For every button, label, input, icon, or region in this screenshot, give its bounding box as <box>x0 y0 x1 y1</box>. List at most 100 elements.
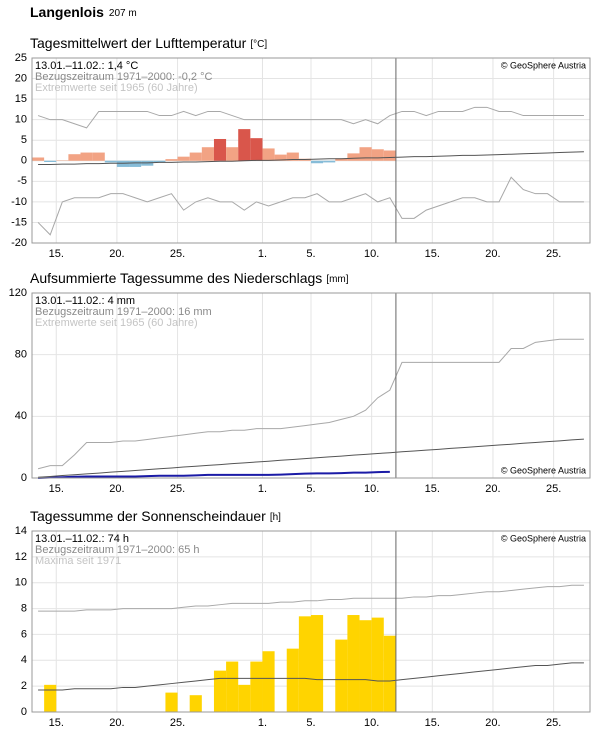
bar <box>238 684 251 712</box>
x-tick-label: 1. <box>258 248 267 260</box>
x-tick-label: 5. <box>306 717 315 729</box>
bar <box>201 147 214 161</box>
y-tick-label: 4 <box>21 654 27 666</box>
x-tick-label: 15. <box>49 717 64 729</box>
x-tick-label: 20. <box>485 717 500 729</box>
y-tick-label: 14 <box>15 525 27 537</box>
bar <box>383 150 396 161</box>
bar <box>129 160 142 167</box>
y-tick-label: 5 <box>21 134 27 146</box>
chart-unit: [h] <box>270 512 281 523</box>
chart: Aufsummierte Tagessumme des Niederschlag… <box>9 270 591 495</box>
chart-unit: [mm] <box>326 274 348 285</box>
bar <box>165 159 178 161</box>
chart-title: Tagessumme der Sonnenscheindauer [h] <box>30 508 281 524</box>
line <box>38 584 584 612</box>
y-tick-label: -10 <box>11 196 27 208</box>
x-tick-label: 25. <box>170 717 185 729</box>
station-elevation: 207 m <box>109 8 137 19</box>
y-tick-label: 6 <box>21 628 27 640</box>
bar <box>298 616 311 712</box>
y-tick-label: 20 <box>15 72 27 84</box>
line <box>37 176 584 236</box>
info-text: Extremwerte seit 1965 (60 Jahre) <box>35 82 198 94</box>
chart-title-text: Aufsummierte Tagessumme des Niederschlag… <box>30 270 322 286</box>
y-tick-label: -5 <box>17 175 27 187</box>
bar <box>104 160 117 163</box>
y-tick-label: -15 <box>11 216 27 228</box>
x-tick-label: 20. <box>485 483 500 495</box>
bar <box>213 138 227 161</box>
bar <box>189 695 202 712</box>
bar <box>68 154 81 161</box>
line <box>37 338 584 470</box>
x-tick-label: 20. <box>109 483 124 495</box>
line <box>38 438 584 478</box>
y-tick-label: 120 <box>9 287 27 299</box>
x-tick-label: 15. <box>49 248 64 260</box>
chart-title-text: Tagesmittelwert der Lufttemperatur <box>30 35 247 51</box>
line <box>37 106 584 129</box>
x-tick-label: 25. <box>546 717 561 729</box>
bar <box>213 670 227 712</box>
bar <box>347 615 360 712</box>
bar <box>286 152 299 161</box>
y-tick-label: 10 <box>15 577 27 589</box>
x-tick-label: 15. <box>425 483 440 495</box>
x-tick-label: 5. <box>306 483 315 495</box>
x-tick-label: 20. <box>109 717 124 729</box>
bar <box>335 158 348 161</box>
line <box>38 470 390 479</box>
bar <box>153 160 166 163</box>
bar <box>383 635 396 712</box>
y-tick-label: 40 <box>15 410 27 422</box>
x-tick-label: 5. <box>306 248 315 260</box>
bar <box>250 138 263 161</box>
bar <box>286 648 299 712</box>
x-tick-label: 25. <box>546 248 561 260</box>
y-tick-label: 12 <box>15 551 27 563</box>
plot-border <box>31 530 591 713</box>
line <box>38 151 584 165</box>
bar <box>165 692 178 712</box>
bar <box>44 160 57 163</box>
x-tick-label: 25. <box>170 248 185 260</box>
bar <box>347 153 360 161</box>
y-tick-label: 0 <box>21 706 27 718</box>
bar <box>371 617 384 712</box>
chart-title: Tagesmittelwert der Lufttemperatur [°C] <box>30 35 267 51</box>
credit: © GeoSphere Austria <box>501 465 586 475</box>
bar <box>189 152 202 161</box>
y-tick-label: 25 <box>15 52 27 64</box>
y-tick-label: 2 <box>21 680 27 692</box>
y-tick-label: 0 <box>21 155 27 167</box>
bar <box>80 152 93 161</box>
station-header: Langenlois 207 m <box>30 4 137 20</box>
chart-unit: [°C] <box>250 39 267 50</box>
plot-border <box>31 292 591 479</box>
x-tick-label: 25. <box>170 483 185 495</box>
station-name: Langenlois <box>30 4 104 20</box>
x-tick-label: 25. <box>546 483 561 495</box>
bar <box>371 149 384 161</box>
y-tick-label: 0 <box>21 472 27 484</box>
bar <box>226 661 239 712</box>
bar <box>250 661 263 712</box>
x-tick-label: 10. <box>364 483 379 495</box>
bar <box>226 147 239 161</box>
bar <box>262 651 275 712</box>
x-tick-label: 1. <box>258 717 267 729</box>
info-text: 13.01.–11.02.: 4 mm <box>35 295 135 307</box>
x-tick-label: 15. <box>49 483 64 495</box>
bar <box>311 615 324 712</box>
bar <box>359 620 372 712</box>
x-tick-label: 20. <box>109 248 124 260</box>
bar <box>311 160 324 164</box>
plot-border <box>31 57 591 244</box>
info-text: Bezugszeitraum 1971–2000: 65 h <box>35 544 200 556</box>
chart-title-text: Tagessumme der Sonnenscheindauer <box>30 508 266 524</box>
credit: © GeoSphere Austria <box>501 533 586 543</box>
y-tick-label: 80 <box>15 349 27 361</box>
info-text: 13.01.–11.02.: 74 h <box>35 533 129 545</box>
